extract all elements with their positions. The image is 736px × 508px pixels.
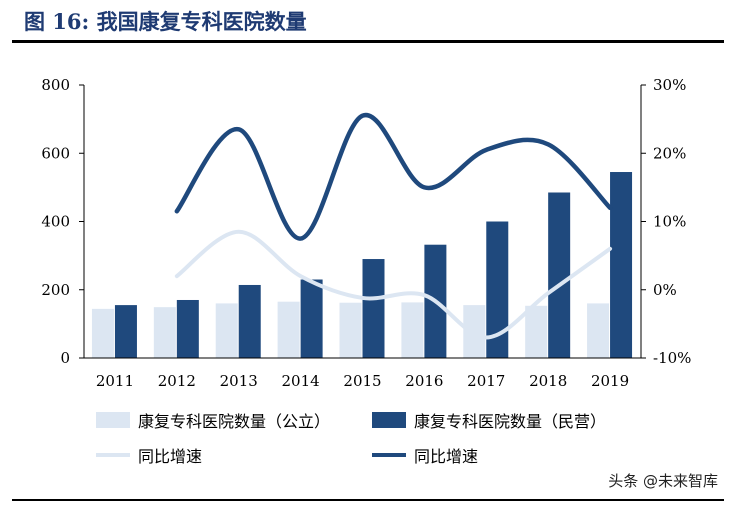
- x-tick-label: 2019: [591, 372, 629, 390]
- legend-label: 同比增速: [138, 447, 202, 466]
- lines-layer: [174, 112, 613, 340]
- bar-private-2011: [114, 305, 137, 358]
- x-tick-label: 2015: [343, 372, 381, 390]
- x-tick-label: 2018: [529, 372, 567, 390]
- legend-label: 同比增速: [414, 447, 478, 466]
- bar-public-2019: [587, 303, 610, 358]
- left-tick-label: 800: [41, 76, 70, 94]
- legend-label: 康复专科医院数量（民营）: [414, 412, 606, 431]
- x-tick-label: 2017: [467, 372, 505, 390]
- left-tick-label: 200: [41, 281, 70, 299]
- right-tick-label: 10%: [653, 213, 686, 231]
- bar-public-2016: [401, 302, 424, 358]
- figure-title: 图 16: 我国康复专科医院数量: [24, 9, 307, 34]
- bar-private-2018: [548, 192, 571, 358]
- x-tick-label: 2013: [220, 372, 258, 390]
- bar-public-2014: [277, 301, 300, 358]
- bars-layer: [91, 172, 633, 358]
- bar-private-2017: [486, 221, 509, 358]
- bar-public-2013: [215, 303, 238, 358]
- x-tick-label: 2014: [282, 372, 320, 390]
- right-tick-label: 30%: [653, 76, 686, 94]
- line-growth-public: [174, 229, 613, 340]
- bottom-rule: [12, 499, 724, 501]
- x-tick-label: 2016: [405, 372, 443, 390]
- watermark: 头条 @未来智库: [608, 472, 718, 490]
- line-growth-private: [174, 112, 613, 241]
- right-tick-label: -10%: [653, 349, 691, 367]
- legend-label: 康复专科医院数量（公立）: [138, 412, 330, 431]
- bar-private-2015: [362, 259, 385, 358]
- left-tick-label: 0: [60, 349, 70, 367]
- bar-public-2015: [339, 302, 362, 358]
- bar-private-2012: [176, 299, 199, 358]
- bar-public-2018: [525, 305, 548, 358]
- legend-marker-bar: [96, 412, 130, 428]
- x-tick-label: 2012: [158, 372, 196, 390]
- right-tick-label: 20%: [653, 144, 686, 162]
- legend: 康复专科医院数量（公立） 康复专科医院数量（民营） 同比增速 同比增速: [96, 412, 606, 466]
- axes-layer: 0 200 400 600 800 -10% 0% 10% 20% 30% 2011 2012 2013…: [41, 76, 691, 390]
- left-tick-label: 600: [41, 144, 70, 162]
- bar-public-2017: [463, 305, 486, 358]
- title-rule: [12, 40, 724, 43]
- bar-private-2014: [300, 279, 323, 358]
- bar-public-2011: [91, 308, 114, 358]
- bar-private-2019: [610, 172, 633, 358]
- left-tick-label: 400: [41, 213, 70, 231]
- legend-marker-bar: [372, 412, 406, 428]
- x-tick-label: 2011: [96, 372, 134, 390]
- right-tick-label: 0%: [653, 281, 677, 299]
- bar-private-2013: [238, 284, 261, 358]
- bar-public-2012: [153, 307, 176, 358]
